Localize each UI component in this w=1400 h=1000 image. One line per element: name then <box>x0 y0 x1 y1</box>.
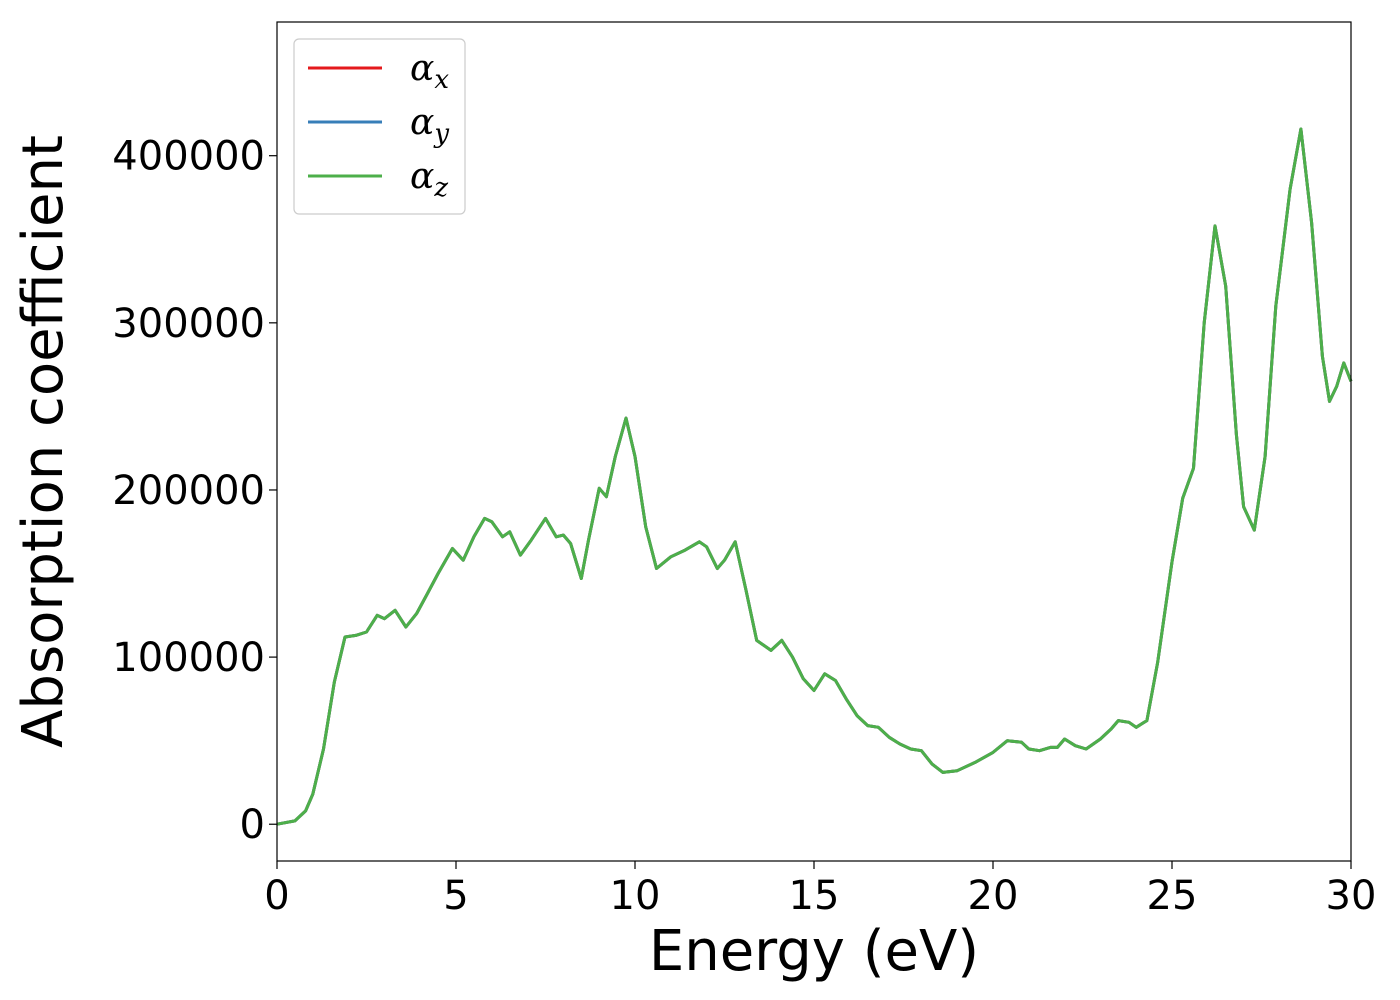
legend-subscript: y <box>433 119 449 149</box>
legend-box <box>293 38 466 215</box>
legend-label-y: αy <box>410 102 449 149</box>
x-tick-label: 25 <box>1147 873 1198 919</box>
x-tick-label: 5 <box>443 873 468 919</box>
legend-label-z: αz <box>410 156 448 203</box>
x-tick-label: 30 <box>1326 873 1377 919</box>
legend-symbol: α <box>410 156 434 197</box>
legend-label-x: αx <box>410 48 449 95</box>
legend-subscript: x <box>434 65 449 95</box>
legend-subscript: z <box>433 173 448 203</box>
y-tick-label: 100000 <box>112 635 265 681</box>
legend-symbol: α <box>410 102 434 143</box>
legend-symbol: α <box>410 48 434 89</box>
y-tick-label: 200000 <box>112 468 265 514</box>
x-tick-label: 15 <box>789 873 840 919</box>
x-axis-label: Energy (eV) <box>649 919 979 984</box>
y-axis-ticks: 0 100000 200000 300000 400000 <box>112 134 277 848</box>
y-tick-label: 300000 <box>112 301 265 347</box>
y-tick-label: 0 <box>240 802 265 848</box>
series-line-2 <box>276 127 1353 826</box>
x-tick-label: 10 <box>610 873 661 919</box>
x-tick-label: 20 <box>968 873 1019 919</box>
x-tick-label: 0 <box>264 873 289 919</box>
x-axis-ticks: 0 5 10 15 20 25 30 <box>264 861 1376 919</box>
series-layer <box>276 127 1353 826</box>
y-axis-label: Absorption coefficient <box>11 135 76 748</box>
y-tick-label: 400000 <box>112 134 265 180</box>
